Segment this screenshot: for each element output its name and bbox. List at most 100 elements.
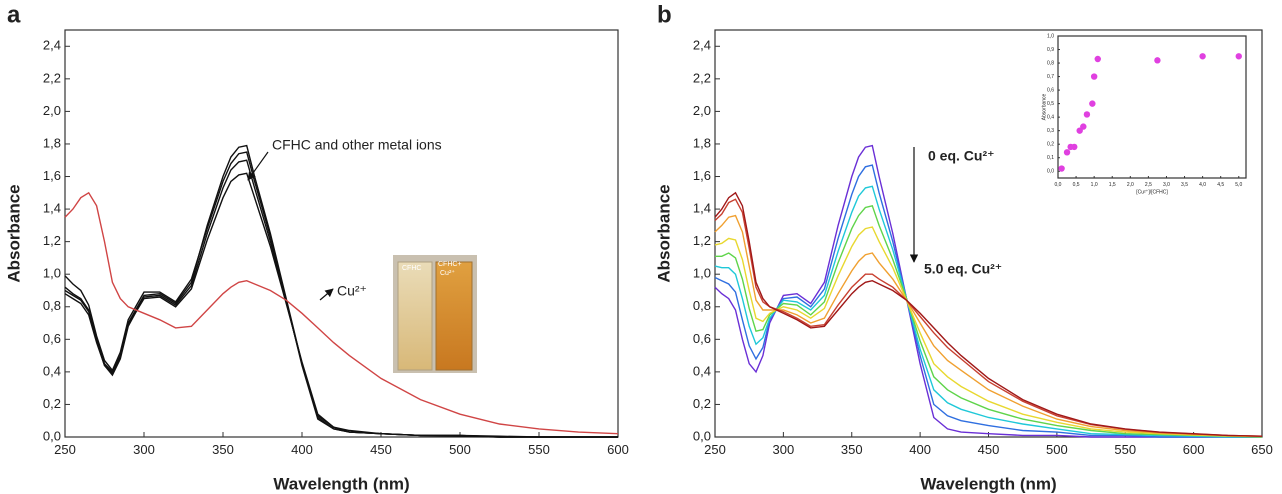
x-tick-label: 5,0 — [1235, 182, 1242, 188]
y-tick-label: 2,4 — [43, 38, 61, 53]
y-tick-label: 0,7 — [1047, 74, 1054, 80]
y-tick-label: 0,1 — [1047, 155, 1054, 161]
point — [1083, 111, 1091, 118]
x-tick-label: 450 — [370, 442, 392, 457]
x-tick-label: 0,0 — [1055, 182, 1062, 188]
y-tick-label: 0,6 — [1047, 87, 1054, 93]
y-tick-label: 1,0 — [693, 266, 711, 281]
spectrum-line — [64, 191, 619, 435]
point — [1058, 165, 1065, 172]
point — [1235, 53, 1242, 60]
annotation: Cu²⁺ — [337, 283, 367, 299]
x-tick-label: 0,5 — [1073, 182, 1080, 188]
y-tick-label: 0,4 — [1047, 114, 1054, 120]
x-tick-label: 550 — [528, 442, 550, 457]
x-tick-label: 3,5 — [1181, 182, 1188, 188]
point — [1063, 149, 1071, 156]
y-tick-label: 0,0 — [1047, 169, 1054, 175]
x-tick-label: 550 — [1114, 442, 1136, 457]
x-tick-label: 250 — [704, 442, 726, 457]
y-tick-label: 1,4 — [693, 201, 711, 216]
y-tick-label: 0,3 — [1047, 128, 1054, 134]
spectrum-line — [714, 164, 1262, 438]
y-tick-label: 0,0 — [43, 428, 61, 443]
y-tick-label: 0,2 — [1047, 142, 1054, 148]
y-tick-label: 0,4 — [693, 363, 711, 378]
point — [1080, 123, 1087, 130]
y-tick-label: 2,0 — [43, 103, 61, 118]
annotation: CFHC and other metal ions — [272, 137, 442, 153]
y-tick-label: 2,2 — [43, 70, 61, 85]
annotation-arrow — [319, 288, 334, 301]
y-tick-label: 1,2 — [693, 233, 711, 248]
x-tick-label: 1,0 — [1091, 182, 1098, 188]
x-axis-title: [Cu²⁺]/[CFHC] — [1136, 189, 1168, 195]
y-tick-label: 2,2 — [693, 70, 711, 85]
spectrum-line — [714, 185, 1262, 438]
plot-frame — [714, 29, 1263, 438]
x-axis-title: Wavelength (nm) — [920, 474, 1056, 493]
x-tick-label: 500 — [449, 442, 471, 457]
x-tick-label: 400 — [909, 442, 931, 457]
y-tick-label: 0,8 — [693, 298, 711, 313]
point — [1154, 57, 1161, 64]
y-axis-title: Absorbance — [1041, 93, 1047, 120]
panel-label: a — [7, 1, 21, 28]
y-tick-label: 0,4 — [43, 363, 61, 378]
annotation: 0 eq. Cu²⁺ — [928, 148, 995, 164]
y-tick-label: 0,6 — [43, 331, 61, 346]
spectrum-line — [714, 198, 1263, 437]
x-tick-label: 2,0 — [1127, 182, 1134, 188]
x-tick-label: 300 — [773, 442, 795, 457]
point — [1199, 53, 1206, 60]
y-tick-label: 1,6 — [43, 168, 61, 183]
y-tick-label: 1,8 — [43, 135, 61, 150]
vial-photo — [393, 255, 477, 373]
spectrum-line — [714, 214, 1263, 437]
y-axis-title: Absorbance — [4, 184, 23, 282]
spectrum-line — [715, 204, 1263, 438]
y-tick-label: 1,4 — [43, 201, 61, 216]
y-tick-label: 0,5 — [1047, 101, 1054, 107]
x-tick-label: 650 — [1251, 442, 1273, 457]
photo-label: Cu²⁺ — [440, 269, 455, 277]
x-tick-label: 4,5 — [1217, 182, 1224, 188]
y-tick-label: 0,8 — [43, 298, 61, 313]
plot-frame — [1057, 35, 1247, 179]
y-tick-label: 0,9 — [1047, 47, 1054, 53]
point — [1090, 73, 1098, 80]
y-axis-title: Absorbance — [654, 184, 673, 282]
y-tick-label: 0,0 — [693, 428, 711, 443]
point — [1071, 143, 1078, 151]
x-tick-label: 3,0 — [1163, 182, 1170, 188]
spectrum-line — [714, 144, 1262, 438]
x-tick-label: 600 — [607, 442, 629, 457]
y-tick-label: 1,0 — [43, 266, 61, 281]
y-tick-label: 0,2 — [693, 396, 711, 411]
y-tick-label: 1,0 — [1047, 33, 1054, 39]
x-tick-label: 500 — [1046, 442, 1068, 457]
x-tick-label: 300 — [133, 442, 155, 457]
annotation: 5.0 eq. Cu²⁺ — [924, 261, 1002, 277]
annotation-arrow — [247, 151, 269, 181]
x-tick-label: 4,0 — [1199, 182, 1206, 188]
y-tick-label: 0,8 — [1047, 60, 1054, 66]
x-tick-label: 450 — [978, 442, 1000, 457]
spectrum-line — [64, 172, 618, 438]
panel-label: b — [657, 1, 672, 28]
y-tick-label: 1,8 — [693, 135, 711, 150]
y-tick-label: 1,6 — [693, 168, 711, 183]
y-tick-label: 0,2 — [43, 396, 61, 411]
x-tick-label: 2,5 — [1145, 182, 1152, 188]
spectrum-line — [714, 226, 1263, 438]
y-tick-label: 2,4 — [693, 38, 711, 53]
spectrum-line — [64, 151, 618, 438]
photo-label: CFHC+ — [438, 261, 462, 268]
x-tick-label: 1,5 — [1109, 182, 1116, 188]
x-axis-title: Wavelength (nm) — [273, 474, 409, 493]
x-tick-label: 350 — [212, 442, 234, 457]
plot-frame — [64, 29, 619, 438]
spectrum-line — [714, 191, 1263, 437]
x-tick-label: 250 — [54, 442, 76, 457]
